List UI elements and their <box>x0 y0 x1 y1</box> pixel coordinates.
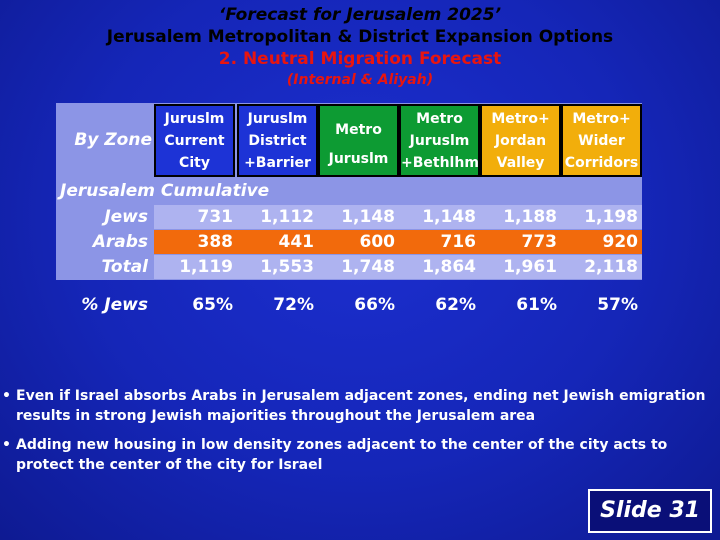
header-col-4-line-3: +Bethlhm <box>401 155 479 171</box>
cell-pct-5: 61% <box>516 295 557 315</box>
header-col-2: Juruslm District +Barrier <box>237 104 318 177</box>
header-col-6-line-1: Metro+ <box>572 111 631 127</box>
header-col-6-line-3: Corridors <box>564 155 639 171</box>
header-col-6: Metro+ Wider Corridors <box>561 104 642 177</box>
cell-arabs-4: 716 <box>440 232 477 252</box>
header-col-1-line-2: Current <box>164 133 225 149</box>
cell-pct-1: 65% <box>192 295 233 315</box>
cell-jews-3: 1,148 <box>341 207 395 227</box>
row-label-arabs: Arabs <box>92 232 148 252</box>
cell-pct-2: 72% <box>273 295 314 315</box>
bullet-list: • Even if Israel absorbs Arabs in Jerusa… <box>2 386 718 484</box>
bullet-marker: • <box>2 388 11 404</box>
header-col-2-line-1: Juruslm <box>247 111 308 127</box>
cell-arabs-2: 441 <box>278 232 315 252</box>
bullet-text: Adding new housing in low density zones … <box>16 437 668 473</box>
cell-arabs-6: 920 <box>602 232 639 252</box>
header-col-2-line-3: +Barrier <box>244 155 311 171</box>
row-total-bg <box>154 255 642 279</box>
title-line-2: Jerusalem Metropolitan & District Expans… <box>106 27 614 47</box>
row-jews-bg <box>154 205 642 229</box>
cell-jews-1: 731 <box>197 207 234 227</box>
row-label-total: Total <box>101 257 148 277</box>
header-col-1: Juruslm Current City <box>154 104 235 177</box>
cell-pct-4: 62% <box>435 295 476 315</box>
cell-total-5: 1,961 <box>503 257 557 277</box>
header-col-4-line-1: Metro <box>416 111 463 127</box>
row-arabs-bg <box>154 230 642 254</box>
title-line-3: 2. Neutral Migration Forecast <box>218 49 502 69</box>
title-line-1: ‘Forecast for Jerusalem 2025’ <box>218 5 502 25</box>
cell-jews-5: 1,188 <box>503 207 557 227</box>
header-col-5-line-2: Jordan <box>494 133 547 149</box>
cell-jews-2: 1,112 <box>260 207 314 227</box>
header-col-3: Metro Juruslm <box>318 104 399 177</box>
cell-jews-4: 1,148 <box>422 207 476 227</box>
header-col-1-line-1: Juruslm <box>164 111 225 127</box>
header-col-5-line-1: Metro+ <box>491 111 550 127</box>
header-col-1-line-3: City <box>179 155 210 171</box>
header-col-3-line-2: Metro <box>335 121 382 138</box>
cell-total-6: 2,118 <box>584 257 638 277</box>
row-label-pct-jews: % Jews <box>81 295 148 315</box>
corner-label: By Zone <box>74 130 152 150</box>
row-label-jews: Jews <box>104 207 148 227</box>
section-label: Jerusalem Cumulative <box>60 181 270 201</box>
cell-total-1: 1,119 <box>179 257 233 277</box>
cell-pct-6: 57% <box>597 295 638 315</box>
cell-jews-6: 1,198 <box>584 207 638 227</box>
cell-arabs-1: 388 <box>197 232 234 252</box>
header-col-4: Metro Juruslm +Bethlhm <box>399 104 480 177</box>
slide-number: Slide 31 <box>588 489 712 533</box>
header-col-5-line-3: Valley <box>496 155 545 171</box>
header-col-3-line-3: Juruslm <box>328 150 389 167</box>
cell-arabs-3: 600 <box>359 232 396 252</box>
header-col-2-line-2: District <box>248 133 307 149</box>
bullet-text: Even if Israel absorbs Arabs in Jerusale… <box>16 388 706 424</box>
title-line-4: (Internal & Aliyah) <box>286 72 434 88</box>
header-col-5: Metro+ Jordan Valley <box>480 104 561 177</box>
header-col-4-line-2: Juruslm <box>409 133 470 149</box>
cell-total-3: 1,748 <box>341 257 395 277</box>
title-block: ‘Forecast for Jerusalem 2025’ Jerusalem … <box>0 4 720 90</box>
cell-pct-3: 66% <box>354 295 395 315</box>
bullet-item: • Adding new housing in low density zone… <box>2 435 718 475</box>
header-col-6-line-2: Wider <box>578 133 625 149</box>
cell-arabs-5: 773 <box>521 232 558 252</box>
cell-total-4: 1,864 <box>422 257 476 277</box>
bullet-item: • Even if Israel absorbs Arabs in Jerusa… <box>2 386 718 426</box>
bullet-marker: • <box>2 437 11 453</box>
cell-total-2: 1,553 <box>260 257 314 277</box>
